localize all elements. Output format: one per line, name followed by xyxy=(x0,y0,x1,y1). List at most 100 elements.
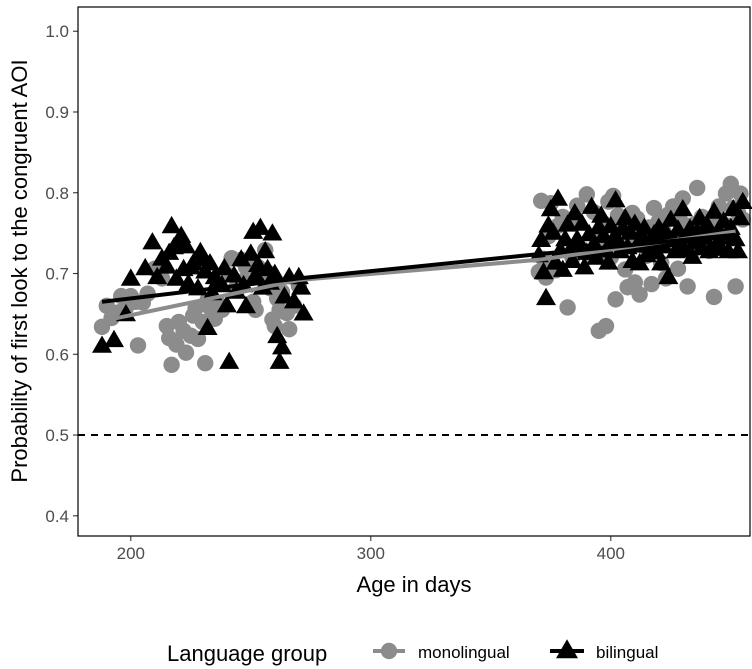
y-tick-label: 0.6 xyxy=(45,345,69,364)
point-bilingual xyxy=(236,295,256,314)
point-bilingual xyxy=(291,277,312,295)
point-bilingual xyxy=(586,247,607,265)
point-monolingual xyxy=(669,260,687,277)
plot-panel-border xyxy=(77,6,751,537)
point-bilingual xyxy=(147,266,168,285)
point-bilingual xyxy=(581,196,602,214)
point-bilingual xyxy=(728,241,748,259)
point-monolingual xyxy=(197,354,214,372)
point-monolingual xyxy=(679,278,696,295)
point-bilingual xyxy=(531,229,552,247)
legend-key-bilingual xyxy=(550,639,584,659)
point-bilingual xyxy=(135,257,156,276)
point-bilingual xyxy=(250,217,271,235)
point-bilingual xyxy=(615,207,636,226)
point-bilingual xyxy=(92,335,112,353)
point-bilingual xyxy=(562,250,583,268)
point-bilingual xyxy=(620,222,640,240)
point-bilingual xyxy=(293,303,314,321)
y-tick-label: 1.0 xyxy=(45,22,69,41)
point-bilingual xyxy=(240,243,261,261)
point-bilingual xyxy=(255,241,276,259)
point-bilingual xyxy=(262,223,283,241)
points-layer xyxy=(92,175,752,373)
x-tick-label: 200 xyxy=(117,544,145,563)
point-bilingual xyxy=(104,329,124,348)
y-axis-ticks: 0.4 0.5 0.6 0.7 0.8 0.9 1.0 xyxy=(45,22,78,526)
point-bilingual xyxy=(704,201,724,219)
point-bilingual xyxy=(660,209,681,227)
point-bilingual xyxy=(540,199,561,217)
point-monolingual xyxy=(705,288,723,306)
point-bilingual xyxy=(557,214,578,232)
x-axis-ticks: 200 300 400 xyxy=(117,536,625,563)
y-tick-label: 0.8 xyxy=(45,184,69,203)
y-axis-title: Probability of first look to the congrue… xyxy=(7,59,32,482)
point-bilingual xyxy=(536,287,556,306)
point-monolingual xyxy=(281,321,298,338)
point-bilingual xyxy=(730,207,751,226)
legend-marker-bilingual xyxy=(556,639,578,659)
point-monolingual xyxy=(129,337,147,354)
point-bilingual xyxy=(732,191,752,209)
point-bilingual xyxy=(564,203,585,221)
point-bilingual xyxy=(574,257,595,275)
legend-key-monolingual xyxy=(373,642,405,660)
point-monolingual xyxy=(645,199,663,217)
point-bilingual xyxy=(231,249,252,267)
point-bilingual xyxy=(166,268,187,286)
legend-label-bilingual: bilingual xyxy=(596,643,658,662)
point-bilingual xyxy=(284,291,304,309)
point-monolingual xyxy=(727,278,744,295)
point-monolingual xyxy=(559,299,576,316)
point-bilingual xyxy=(543,222,564,240)
trend-line-bilingual xyxy=(101,232,736,304)
point-bilingual xyxy=(245,265,266,283)
trend-lines-layer xyxy=(101,229,736,324)
point-monolingual xyxy=(643,275,660,293)
point-bilingual xyxy=(548,188,568,206)
point-bilingual xyxy=(176,236,196,254)
point-bilingual xyxy=(608,230,628,248)
point-bilingual xyxy=(161,215,182,234)
point-monolingual xyxy=(597,317,615,335)
point-bilingual xyxy=(591,205,612,223)
point-bilingual xyxy=(533,262,554,280)
point-monolingual xyxy=(631,286,648,303)
point-bilingual xyxy=(272,337,292,355)
x-axis-title: Age in days xyxy=(357,572,472,597)
point-monolingual xyxy=(607,291,624,308)
point-bilingual xyxy=(214,257,235,276)
x-tick-label: 300 xyxy=(357,544,385,563)
point-bilingual xyxy=(598,252,619,270)
y-tick-label: 0.7 xyxy=(45,265,69,284)
point-bilingual xyxy=(269,351,290,369)
point-bilingual xyxy=(142,232,163,250)
point-bilingual xyxy=(224,265,244,283)
y-tick-label: 0.9 xyxy=(45,103,69,122)
point-bilingual xyxy=(572,213,592,231)
point-monolingual xyxy=(674,190,691,207)
point-bilingual xyxy=(120,268,141,286)
x-tick-label: 400 xyxy=(597,544,625,563)
point-bilingual xyxy=(634,217,655,235)
point-bilingual xyxy=(600,215,621,234)
point-bilingual xyxy=(605,190,626,208)
legend-label-monolingual: monolingual xyxy=(418,643,510,662)
point-bilingual xyxy=(200,253,220,271)
point-bilingual xyxy=(682,246,703,264)
point-bilingual xyxy=(219,351,240,369)
point-bilingual xyxy=(672,199,693,217)
point-monolingual xyxy=(689,179,706,197)
point-bilingual xyxy=(658,266,679,285)
y-tick-label: 0.5 xyxy=(45,426,69,445)
legend-title: Language group xyxy=(167,641,327,666)
point-monolingual xyxy=(177,344,195,361)
y-tick-label: 0.4 xyxy=(45,507,69,526)
point-bilingual xyxy=(197,317,218,335)
point-bilingual xyxy=(653,236,674,254)
legend: Language group monolingual bilingual xyxy=(167,639,658,666)
point-bilingual xyxy=(216,295,237,313)
point-bilingual xyxy=(552,259,573,277)
